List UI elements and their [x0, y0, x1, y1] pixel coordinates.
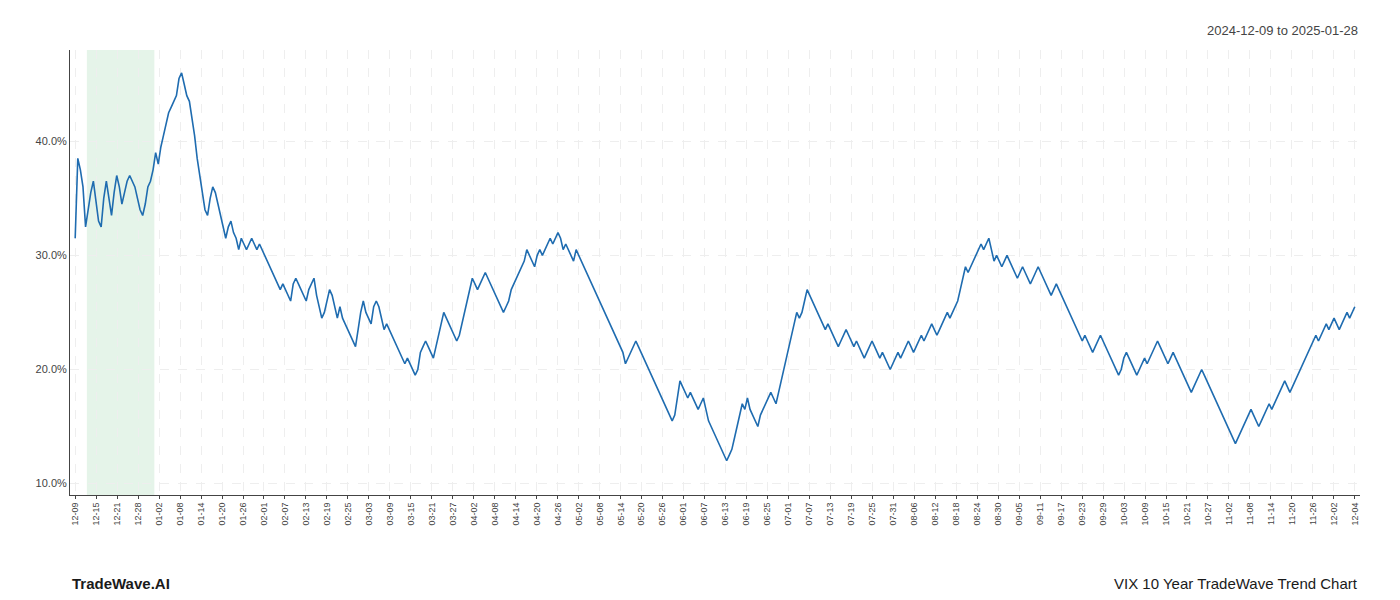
svg-text:07-19: 07-19	[846, 503, 856, 526]
svg-text:10-15: 10-15	[1161, 503, 1171, 526]
svg-text:08-12: 08-12	[930, 503, 940, 526]
svg-text:06-25: 06-25	[762, 503, 772, 526]
svg-text:07-07: 07-07	[804, 503, 814, 526]
svg-text:02-13: 02-13	[301, 503, 311, 526]
svg-text:09-29: 09-29	[1098, 503, 1108, 526]
svg-text:11-08: 11-08	[1245, 503, 1255, 525]
svg-text:10-03: 10-03	[1119, 503, 1129, 526]
svg-text:12-28: 12-28	[133, 503, 143, 526]
svg-text:2024-12-09 to 2025-01-28: 2024-12-09 to 2025-01-28	[1207, 23, 1358, 38]
svg-text:01-20: 01-20	[217, 503, 227, 526]
svg-text:07-31: 07-31	[888, 503, 898, 526]
svg-text:10.0%: 10.0%	[36, 477, 67, 489]
svg-text:12-02: 12-02	[1329, 503, 1339, 526]
svg-text:06-19: 06-19	[741, 503, 751, 526]
svg-text:04-20: 04-20	[532, 503, 542, 526]
svg-text:03-09: 03-09	[385, 503, 395, 526]
svg-text:05-08: 05-08	[595, 503, 605, 526]
svg-text:TradeWave.AI: TradeWave.AI	[72, 575, 170, 592]
svg-text:08-24: 08-24	[972, 503, 982, 526]
svg-text:03-21: 03-21	[427, 503, 437, 526]
svg-text:10-21: 10-21	[1182, 503, 1192, 526]
svg-text:01-08: 01-08	[175, 503, 185, 526]
svg-text:11-02: 11-02	[1224, 503, 1234, 525]
svg-text:12-15: 12-15	[91, 503, 101, 526]
svg-text:03-03: 03-03	[364, 503, 374, 526]
svg-text:12-04: 12-04	[1350, 503, 1360, 526]
svg-text:06-07: 06-07	[699, 503, 709, 526]
svg-text:30.0%: 30.0%	[36, 249, 67, 261]
svg-text:VIX 10 Year TradeWave Trend Ch: VIX 10 Year TradeWave Trend Chart	[1114, 575, 1358, 592]
svg-text:03-15: 03-15	[406, 503, 416, 526]
svg-text:05-02: 05-02	[574, 503, 584, 526]
svg-text:05-26: 05-26	[657, 503, 667, 526]
svg-text:11-26: 11-26	[1308, 503, 1318, 525]
svg-text:01-26: 01-26	[238, 503, 248, 526]
svg-text:01-14: 01-14	[196, 503, 206, 526]
svg-text:40.0%: 40.0%	[36, 135, 67, 147]
svg-text:05-20: 05-20	[637, 503, 647, 526]
svg-text:07-25: 07-25	[867, 503, 877, 526]
svg-text:08-18: 08-18	[951, 503, 961, 526]
svg-text:04-02: 04-02	[469, 503, 479, 526]
svg-text:08-06: 08-06	[909, 503, 919, 526]
svg-text:01-02: 01-02	[154, 503, 164, 526]
svg-text:06-13: 06-13	[720, 503, 730, 526]
svg-text:02-19: 02-19	[322, 503, 332, 526]
svg-text:02-07: 02-07	[280, 503, 290, 526]
svg-text:12-09: 12-09	[70, 503, 80, 526]
svg-text:05-14: 05-14	[616, 503, 626, 526]
svg-text:09-05: 09-05	[1014, 503, 1024, 526]
svg-text:08-30: 08-30	[993, 503, 1003, 526]
svg-text:11-14: 11-14	[1266, 503, 1276, 525]
svg-text:04-14: 04-14	[511, 503, 521, 526]
svg-text:09-11: 09-11	[1035, 503, 1045, 525]
svg-text:02-01: 02-01	[259, 503, 269, 526]
svg-text:10-09: 10-09	[1140, 503, 1150, 526]
svg-text:03-27: 03-27	[448, 503, 458, 526]
svg-text:09-23: 09-23	[1077, 503, 1087, 526]
svg-text:11-20: 11-20	[1287, 503, 1297, 525]
svg-text:12-21: 12-21	[112, 503, 122, 526]
svg-text:20.0%: 20.0%	[36, 363, 67, 375]
svg-text:02-25: 02-25	[343, 503, 353, 526]
svg-text:07-01: 07-01	[783, 503, 793, 526]
svg-text:04-08: 04-08	[490, 503, 500, 526]
svg-text:06-01: 06-01	[678, 503, 688, 526]
svg-text:10-27: 10-27	[1203, 503, 1213, 526]
svg-text:04-26: 04-26	[553, 503, 563, 526]
svg-text:09-17: 09-17	[1056, 503, 1066, 526]
svg-text:07-13: 07-13	[825, 503, 835, 526]
